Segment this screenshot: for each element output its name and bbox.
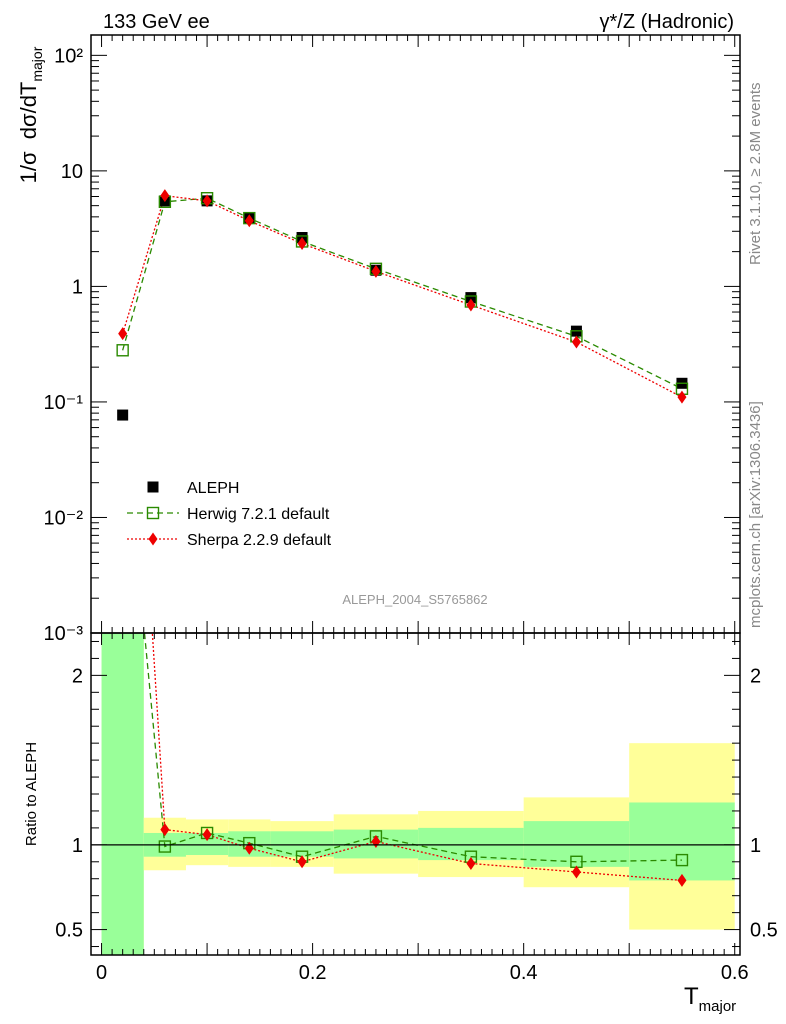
data-point-sherpa: [297, 237, 307, 251]
x-axis-label: Tmajor: [684, 983, 736, 1015]
ratio-band-inner-6: [418, 827, 524, 861]
data-point-aleph: [117, 409, 129, 421]
side-text-top: Rivet 3.1.10, ≥ 2.8M events: [747, 83, 764, 266]
data-point-sherpa: [118, 327, 128, 341]
ratio-line-herwig: [143, 633, 682, 863]
main-line-herwig: [122, 197, 683, 390]
ratio-point-sherpa: [118, 160, 127, 173]
legend-label: ALEPH: [187, 480, 239, 497]
y-tick-label: 1: [72, 276, 83, 298]
legend: ALEPH Herwig 7.2.1 default Sherpa 2.2.9 de…: [127, 480, 332, 549]
y-axis-label-main: 1/σ dσ/dTmajor: [16, 46, 45, 183]
main-data-marks: [116, 189, 689, 421]
main-line-sherpa: [122, 194, 683, 398]
main-model-lines: [122, 194, 683, 398]
side-text-bottom: mcplots.cern.ch [arXiv:1306.3436]: [747, 401, 764, 628]
y-tick-label: 10: [61, 161, 83, 183]
data-point-sherpa: [571, 335, 581, 349]
y-tick-label-ratio: 1: [72, 835, 83, 857]
ratio-band-inner-8: [629, 802, 735, 881]
ratio-band-inner-7: [523, 821, 630, 867]
legend-marker-sherpa: [148, 532, 158, 546]
title-right: γ*/Z (Hadronic): [600, 11, 734, 33]
ratio-point-sherpa: [160, 823, 170, 837]
y-tick-label-ratio: 0.5: [55, 920, 83, 942]
y-tick-label: 10⁻²: [44, 507, 84, 529]
data-point-sherpa: [677, 390, 687, 404]
x-tick-label: 0: [96, 962, 107, 984]
watermark: ALEPH_2004_S5765862: [342, 592, 487, 607]
ratio-line-sherpa: [151, 633, 683, 882]
y-tick-label-ratio-right: 2: [750, 665, 761, 687]
y-tick-label-ratio-right: 0.5: [750, 920, 778, 942]
ratio-point-sherpa: [571, 865, 581, 879]
ratio-data-marks: [117, 160, 689, 887]
ratio-uncertainty-bands: [101, 633, 735, 955]
axis-ticks: [91, 35, 740, 955]
legend-label: Sherpa 2.2.9 default: [187, 532, 332, 549]
ratio-point-sherpa: [466, 856, 476, 870]
x-tick-label: 0.2: [299, 962, 327, 984]
data-point-sherpa: [371, 264, 381, 278]
data-point-aleph: [465, 292, 477, 304]
y-axis-label-ratio: Ratio to ALEPH: [23, 742, 40, 846]
y-tick-label-ratio: 2: [72, 665, 83, 687]
data-point-herwig: [116, 344, 129, 357]
data-point-sherpa: [244, 214, 254, 228]
y-tick-label: 10⁻³: [44, 623, 84, 645]
x-tick-label: 0.4: [510, 962, 538, 984]
title-left: 133 GeV ee: [103, 11, 210, 33]
y-tick-label: 10⁻¹: [44, 392, 84, 414]
legend-marker-herwig: [146, 506, 160, 520]
y-tick-label-ratio-right: 1: [750, 835, 761, 857]
ratio-model-lines: [143, 633, 683, 882]
ratio-point-herwig: [117, 399, 128, 410]
ratio-point-herwig: [675, 853, 689, 867]
x-tick-label: 0.6: [721, 962, 749, 984]
data-point-sherpa: [466, 298, 476, 312]
ratio-band-inner-0: [101, 633, 144, 955]
ratio-point-sherpa: [677, 873, 687, 887]
data-point-sherpa: [202, 194, 212, 208]
legend-marker-aleph: [147, 481, 159, 493]
legend-label: Herwig 7.2.1 default: [187, 506, 330, 523]
ratio-point-herwig: [158, 840, 172, 853]
data-point-sherpa: [160, 189, 170, 203]
ratio-point-sherpa: [202, 828, 212, 842]
ratio-band-inner-4: [270, 831, 334, 857]
ratio-point-sherpa: [297, 855, 307, 869]
y-tick-label: 10²: [54, 45, 83, 67]
